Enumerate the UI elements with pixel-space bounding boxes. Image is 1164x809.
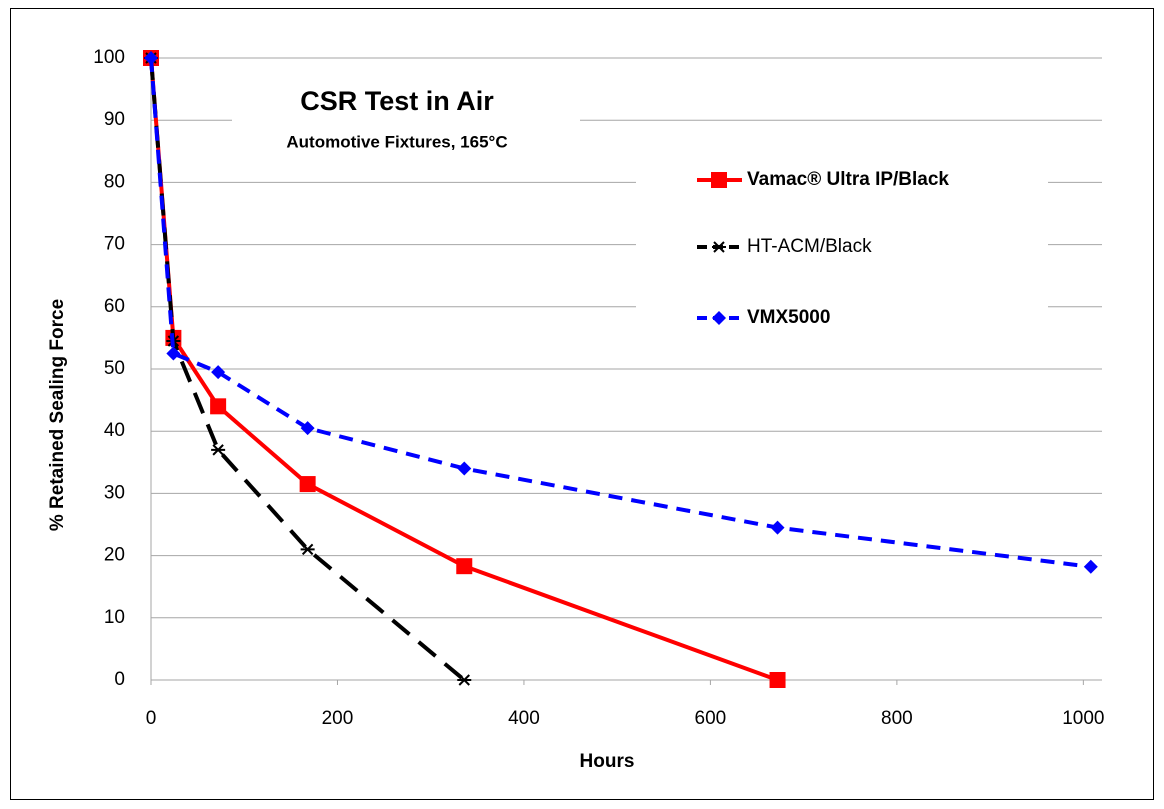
y-tick-label: 10 [104, 607, 125, 628]
y-tick-label: 40 [104, 420, 125, 441]
legend-marker [712, 311, 726, 325]
y-tick-label: 60 [104, 296, 125, 317]
y-axis-label: % Retained Sealing Force [47, 299, 68, 531]
y-tick-label: 70 [104, 234, 125, 255]
y-tick-label: 20 [104, 545, 125, 566]
marker [144, 51, 158, 65]
marker [299, 476, 316, 493]
marker [300, 421, 315, 436]
y-tick-label: 100 [93, 47, 125, 68]
marker [456, 558, 473, 575]
marker [1083, 559, 1098, 574]
chart-border [10, 8, 1154, 800]
marker [769, 672, 786, 688]
chart-subtitle: Automotive Fixtures, 165°C [286, 132, 507, 151]
title-background [232, 78, 580, 163]
marker [770, 520, 785, 535]
x-tick-label: 600 [695, 708, 727, 729]
y-tick-label: 50 [104, 358, 125, 379]
plot-area [143, 50, 1102, 688]
legend-marker [711, 172, 727, 188]
marker [210, 398, 227, 415]
x-tick-label: 400 [508, 708, 540, 729]
marker [211, 365, 226, 380]
legend-label: VMX5000 [747, 307, 830, 328]
x-tick-label: 0 [146, 708, 157, 729]
y-tick-label: 90 [104, 109, 125, 130]
y-tick-label: 30 [104, 482, 125, 503]
legend-marker [712, 241, 726, 253]
x-tick-label: 1000 [1062, 708, 1104, 729]
marker [166, 346, 181, 361]
legend-label: Vamac® Ultra IP/Black [747, 169, 949, 190]
marker [457, 674, 472, 686]
x-tick-label: 800 [881, 708, 913, 729]
chart-title: CSR Test in Air [300, 86, 494, 116]
marker [457, 461, 472, 476]
x-axis-label: Hours [580, 751, 635, 772]
marker [211, 444, 226, 456]
marker [300, 543, 315, 556]
x-tick-label: 200 [322, 708, 354, 729]
legend-background [636, 160, 1048, 340]
y-tick-label: 0 [114, 669, 125, 690]
y-tick-label: 80 [104, 171, 125, 192]
legend-label: HT-ACM/Black [747, 236, 872, 257]
